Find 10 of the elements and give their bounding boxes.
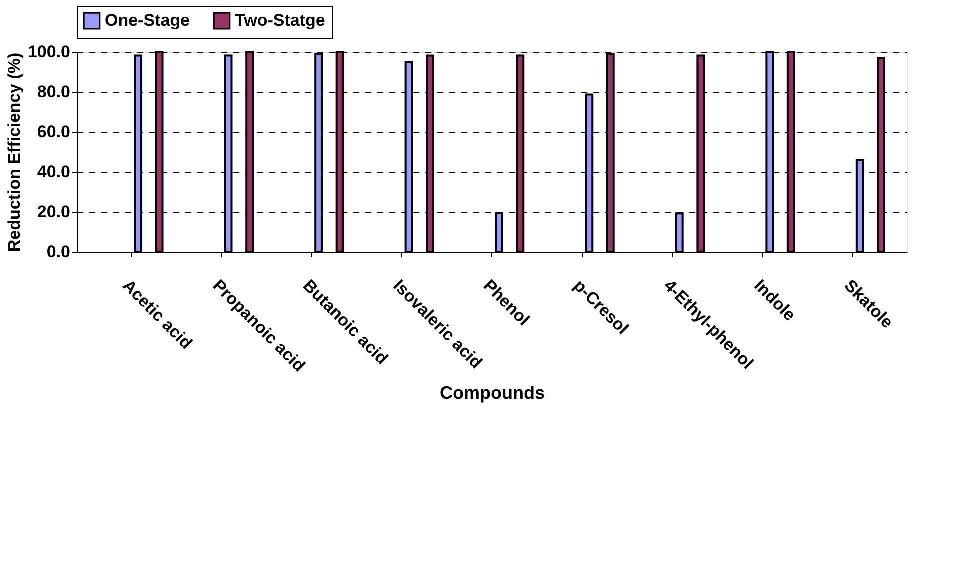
y-axis-title: Reduction Efficiency (%) bbox=[4, 52, 24, 252]
x-axis-title: Compounds bbox=[440, 382, 545, 403]
legend-label: Two-Statge bbox=[235, 11, 326, 30]
y-tick-label: 0.0 bbox=[46, 242, 70, 262]
y-tick-label: 40.0 bbox=[37, 162, 70, 182]
y-tick-label: 20.0 bbox=[37, 202, 70, 222]
legend-label: One-Stage bbox=[105, 11, 190, 30]
y-tick-label: 100.0 bbox=[28, 42, 70, 62]
y-tick-label: 80.0 bbox=[37, 82, 70, 102]
y-tick-label: 60.0 bbox=[37, 122, 70, 142]
